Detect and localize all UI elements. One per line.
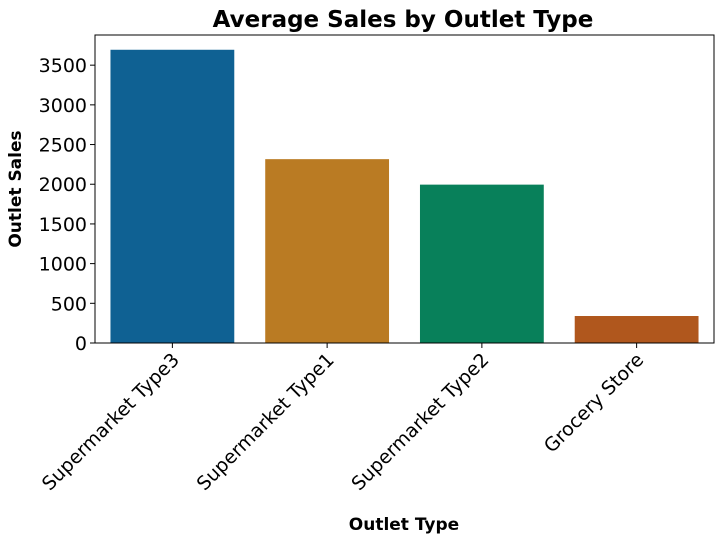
y-tick-label: 3000: [39, 95, 87, 117]
y-tick-label: 500: [51, 293, 87, 315]
y-tick-label: 2500: [39, 135, 87, 157]
bar: [419, 184, 544, 343]
y-tick-label: 1500: [39, 214, 87, 236]
y-tick-label: 0: [75, 333, 87, 355]
y-axis-label: Outlet Sales: [6, 130, 26, 247]
x-axis-label: Outlet Type: [349, 515, 459, 535]
y-tick-label: 2000: [39, 174, 87, 196]
x-tick-label: Grocery Store: [540, 349, 648, 457]
bar: [265, 159, 390, 343]
y-tick-label: 3500: [39, 55, 87, 77]
y-tick-label: 1000: [39, 254, 87, 276]
x-tick-label: Supermarket Type1: [193, 349, 339, 495]
x-tick-label: Supermarket Type3: [38, 349, 184, 495]
chart-title: Average Sales by Outlet Type: [213, 7, 594, 33]
plot-frame: [94, 34, 715, 344]
bar: [110, 49, 235, 343]
bar: [574, 316, 699, 343]
plot-area: 0 500 1000 1500 2000 2500 3000 3500 Supermarket …: [38, 49, 699, 495]
x-tick-label: Supermarket Type2: [347, 349, 493, 495]
